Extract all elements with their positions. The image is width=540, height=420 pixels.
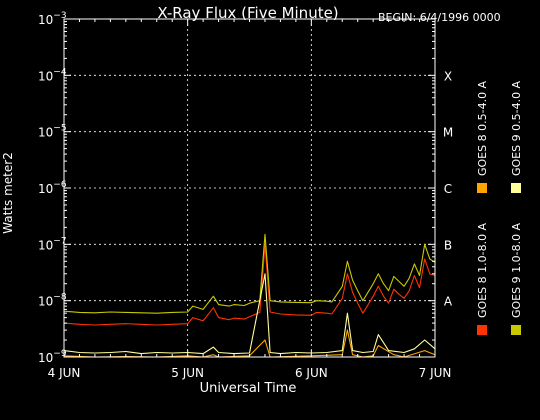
- y-tick-label: 10−3: [38, 11, 67, 27]
- flare-class-label: C: [444, 182, 452, 196]
- legend: GOES 8 1.0-8.0 A GOES 8 0.5-4.0 A GOES 9 1…: [476, 80, 523, 335]
- grid-layer: [64, 19, 435, 357]
- x-tick-label: 6 JUN: [295, 366, 328, 380]
- begin-date-label: BEGIN: 6/4/1996 0000: [378, 11, 501, 24]
- y-tick-label: 10−6: [38, 180, 67, 196]
- flare-class-label: M: [443, 126, 453, 140]
- x-axis-label: Universal Time: [200, 381, 297, 396]
- x-tick-label: 5 JUN: [171, 366, 204, 380]
- series-line-4: [63, 273, 436, 355]
- legend-swatch: [477, 183, 487, 193]
- y-tick-label: 10−5: [38, 124, 67, 140]
- axes-layer: 10−9 10−8 10−7 10−6 10−5 10−4 10−3 4 JUN 5 JUN 6 …: [38, 11, 453, 380]
- legend-label: GOES 8 0.5-4.0 A: [476, 80, 489, 176]
- legend-label: GOES 8 1.0-8.0 A: [476, 222, 489, 318]
- y-tick-label: 10−4: [38, 67, 67, 83]
- flare-class-label: A: [444, 295, 453, 309]
- chart-title: X-Ray Flux (Five Minute): [157, 4, 338, 22]
- series-layer: [63, 233, 436, 358]
- y-tick-label: 10−8: [38, 293, 67, 309]
- legend-label: GOES 9 1.0-8.0 A: [510, 222, 523, 318]
- y-tick-label: 10−9: [38, 349, 67, 365]
- legend-swatch: [511, 183, 521, 193]
- flare-class-label: B: [444, 238, 452, 252]
- flare-class-label: X: [444, 69, 452, 83]
- x-tick-label: 4 JUN: [48, 366, 81, 380]
- legend-swatch: [477, 325, 487, 335]
- series-line-1: [63, 243, 436, 326]
- legend-label: GOES 9 0.5-4.0 A: [510, 80, 523, 176]
- y-tick-label: 10−7: [38, 236, 67, 252]
- legend-swatch: [511, 325, 521, 335]
- x-tick-label: 7 JUN: [419, 366, 452, 380]
- y-axis-label: Watts meter2: [1, 152, 15, 234]
- series-line-3: [63, 233, 436, 314]
